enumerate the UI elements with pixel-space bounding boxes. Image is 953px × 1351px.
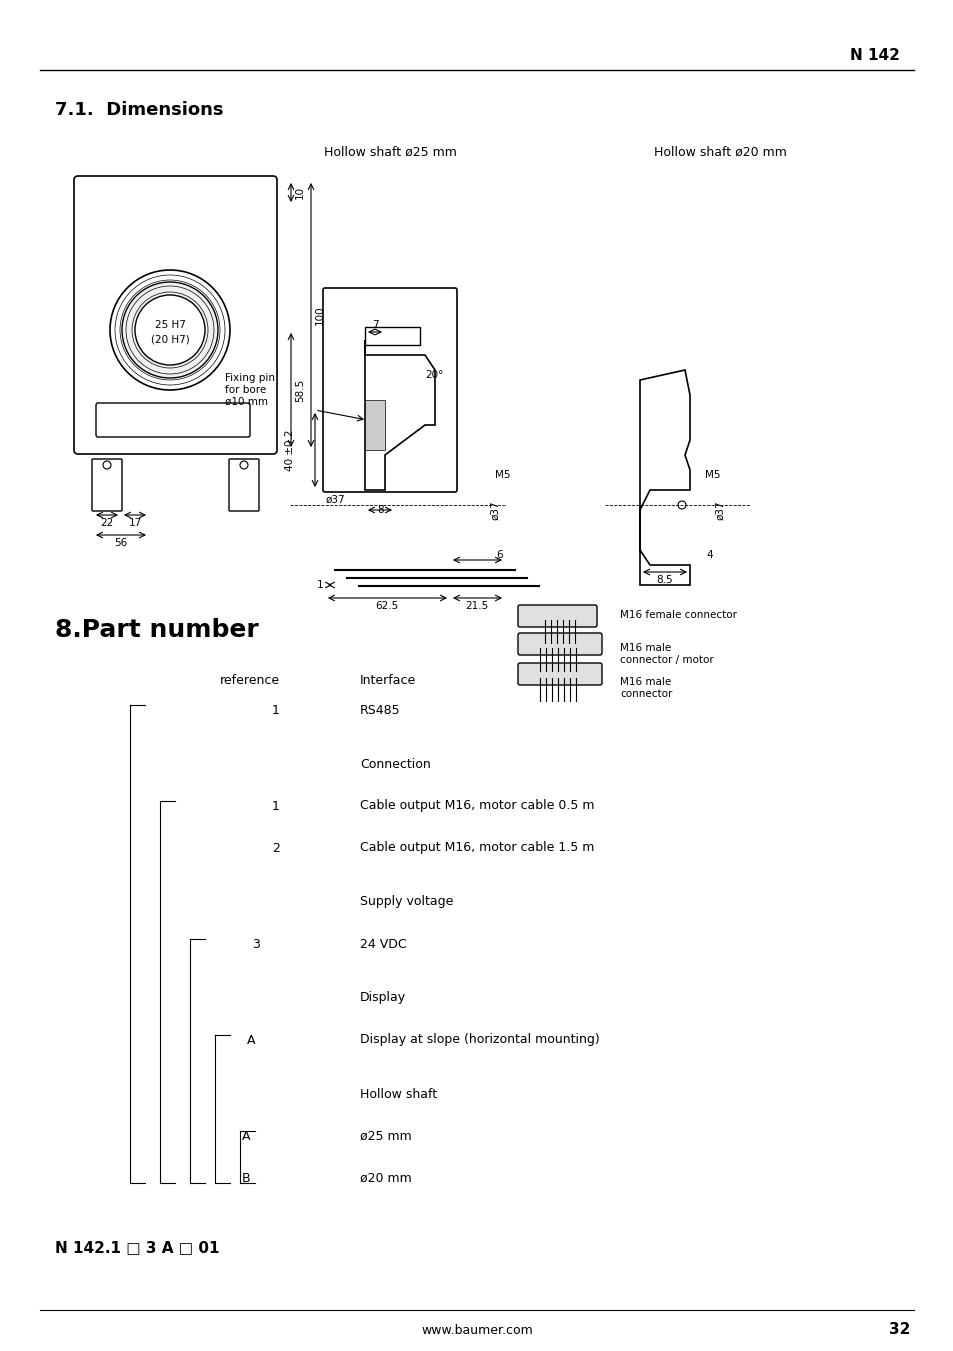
Text: 2: 2 bbox=[272, 842, 280, 854]
Circle shape bbox=[110, 270, 230, 390]
Circle shape bbox=[678, 501, 685, 509]
Text: M16 female connector: M16 female connector bbox=[619, 611, 737, 620]
FancyBboxPatch shape bbox=[365, 400, 385, 450]
Text: 8.Part number: 8.Part number bbox=[55, 617, 258, 642]
Text: 100: 100 bbox=[314, 305, 325, 324]
Text: Hollow shaft ø25 mm: Hollow shaft ø25 mm bbox=[323, 146, 456, 158]
Text: 58.5: 58.5 bbox=[294, 378, 305, 401]
Text: Cable output M16, motor cable 1.5 m: Cable output M16, motor cable 1.5 m bbox=[359, 842, 594, 854]
Text: 10: 10 bbox=[294, 185, 305, 199]
Text: ø25 mm: ø25 mm bbox=[359, 1129, 412, 1143]
Text: 8.5: 8.5 bbox=[656, 576, 673, 585]
FancyBboxPatch shape bbox=[365, 327, 419, 345]
Text: 17: 17 bbox=[129, 517, 141, 528]
Text: 7: 7 bbox=[372, 320, 378, 330]
Text: N 142: N 142 bbox=[849, 47, 899, 62]
Text: 40 ±0.2: 40 ±0.2 bbox=[285, 430, 294, 470]
FancyBboxPatch shape bbox=[91, 459, 122, 511]
Text: 6: 6 bbox=[497, 550, 503, 561]
FancyBboxPatch shape bbox=[517, 605, 597, 627]
Circle shape bbox=[122, 282, 218, 378]
Text: Interface: Interface bbox=[359, 674, 416, 686]
Text: A: A bbox=[241, 1129, 250, 1143]
Circle shape bbox=[240, 461, 248, 469]
Text: 21.5: 21.5 bbox=[465, 601, 488, 611]
Text: 20°: 20° bbox=[424, 370, 443, 380]
FancyBboxPatch shape bbox=[517, 663, 601, 685]
Text: M5: M5 bbox=[495, 470, 510, 480]
Text: M16 male: M16 male bbox=[619, 677, 671, 688]
Text: 7.1.  Dimensions: 7.1. Dimensions bbox=[55, 101, 223, 119]
Text: connector: connector bbox=[619, 689, 672, 698]
Text: Supply voltage: Supply voltage bbox=[359, 896, 453, 908]
FancyBboxPatch shape bbox=[517, 634, 601, 655]
Text: 22: 22 bbox=[100, 517, 113, 528]
Text: Connection: Connection bbox=[359, 758, 431, 770]
Text: 1: 1 bbox=[272, 704, 280, 716]
Text: 3: 3 bbox=[252, 938, 260, 951]
Text: 32: 32 bbox=[887, 1323, 909, 1337]
Text: ø20 mm: ø20 mm bbox=[359, 1171, 412, 1185]
Text: M5: M5 bbox=[704, 470, 720, 480]
FancyBboxPatch shape bbox=[74, 176, 276, 454]
Text: Cable output M16, motor cable 0.5 m: Cable output M16, motor cable 0.5 m bbox=[359, 800, 594, 812]
Polygon shape bbox=[639, 370, 689, 585]
Text: 24 VDC: 24 VDC bbox=[359, 938, 406, 951]
Text: reference: reference bbox=[219, 674, 280, 686]
Text: Hollow shaft: Hollow shaft bbox=[359, 1088, 436, 1101]
FancyBboxPatch shape bbox=[229, 459, 258, 511]
Text: Fixing pin
for bore
ø10 mm: Fixing pin for bore ø10 mm bbox=[225, 373, 274, 407]
Text: N 142.1 □ 3 A □ 01: N 142.1 □ 3 A □ 01 bbox=[55, 1240, 219, 1255]
Text: 8: 8 bbox=[377, 505, 384, 515]
Text: A: A bbox=[246, 1034, 254, 1047]
Text: (20 H7): (20 H7) bbox=[151, 334, 190, 345]
Text: RS485: RS485 bbox=[359, 704, 400, 716]
Text: B: B bbox=[241, 1171, 250, 1185]
Text: 1: 1 bbox=[272, 800, 280, 812]
Text: 25 H7: 25 H7 bbox=[154, 320, 185, 330]
Text: 4: 4 bbox=[706, 550, 713, 561]
Text: 62.5: 62.5 bbox=[375, 601, 398, 611]
FancyBboxPatch shape bbox=[323, 288, 456, 492]
Text: Display at slope (horizontal mounting): Display at slope (horizontal mounting) bbox=[359, 1034, 599, 1047]
Text: Hollow shaft ø20 mm: Hollow shaft ø20 mm bbox=[653, 146, 785, 158]
Text: ø37: ø37 bbox=[714, 500, 724, 520]
Text: M16 male: M16 male bbox=[619, 643, 671, 653]
Text: Display: Display bbox=[359, 992, 406, 1005]
Text: 56: 56 bbox=[114, 538, 128, 549]
Text: connector / motor: connector / motor bbox=[619, 655, 713, 665]
Text: ø37: ø37 bbox=[325, 494, 344, 505]
Text: 1: 1 bbox=[316, 580, 323, 590]
Circle shape bbox=[103, 461, 111, 469]
FancyBboxPatch shape bbox=[96, 403, 250, 436]
Text: ø37: ø37 bbox=[490, 500, 499, 520]
Text: www.baumer.com: www.baumer.com bbox=[420, 1324, 533, 1336]
Polygon shape bbox=[365, 340, 435, 490]
Circle shape bbox=[135, 295, 205, 365]
